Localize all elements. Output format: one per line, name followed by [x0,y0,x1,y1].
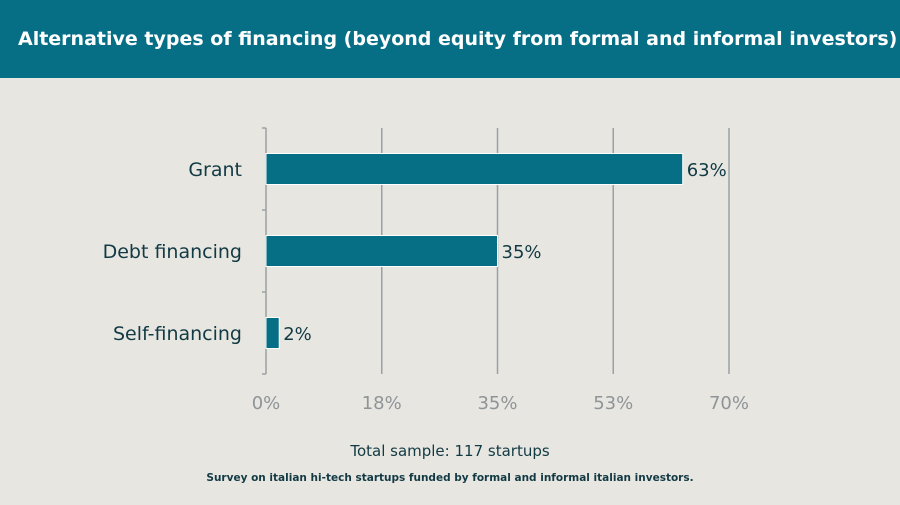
category-label: Grant [188,159,242,181]
category-label: Debt financing [103,241,242,263]
page-title: Alternative types of financing (beyond e… [18,28,898,50]
x-tick-label: 53% [593,393,633,414]
x-tick-label: 35% [477,393,517,414]
x-tick-label: 0% [252,393,281,414]
value-label: 2% [283,324,312,345]
bar [265,235,498,267]
value-label: 35% [502,242,542,263]
sample-note: Total sample: 117 startups [350,442,550,460]
category-label: Self-financing [113,323,242,345]
x-tick-label: 18% [362,393,402,414]
title-bar: Alternative types of financing (beyond e… [0,0,900,78]
source-note: Survey on italian hi-tech startups funde… [206,472,694,484]
value-label: 63% [687,160,727,181]
x-tick-label: 70% [709,393,749,414]
bar [265,153,684,185]
bar [265,317,280,349]
